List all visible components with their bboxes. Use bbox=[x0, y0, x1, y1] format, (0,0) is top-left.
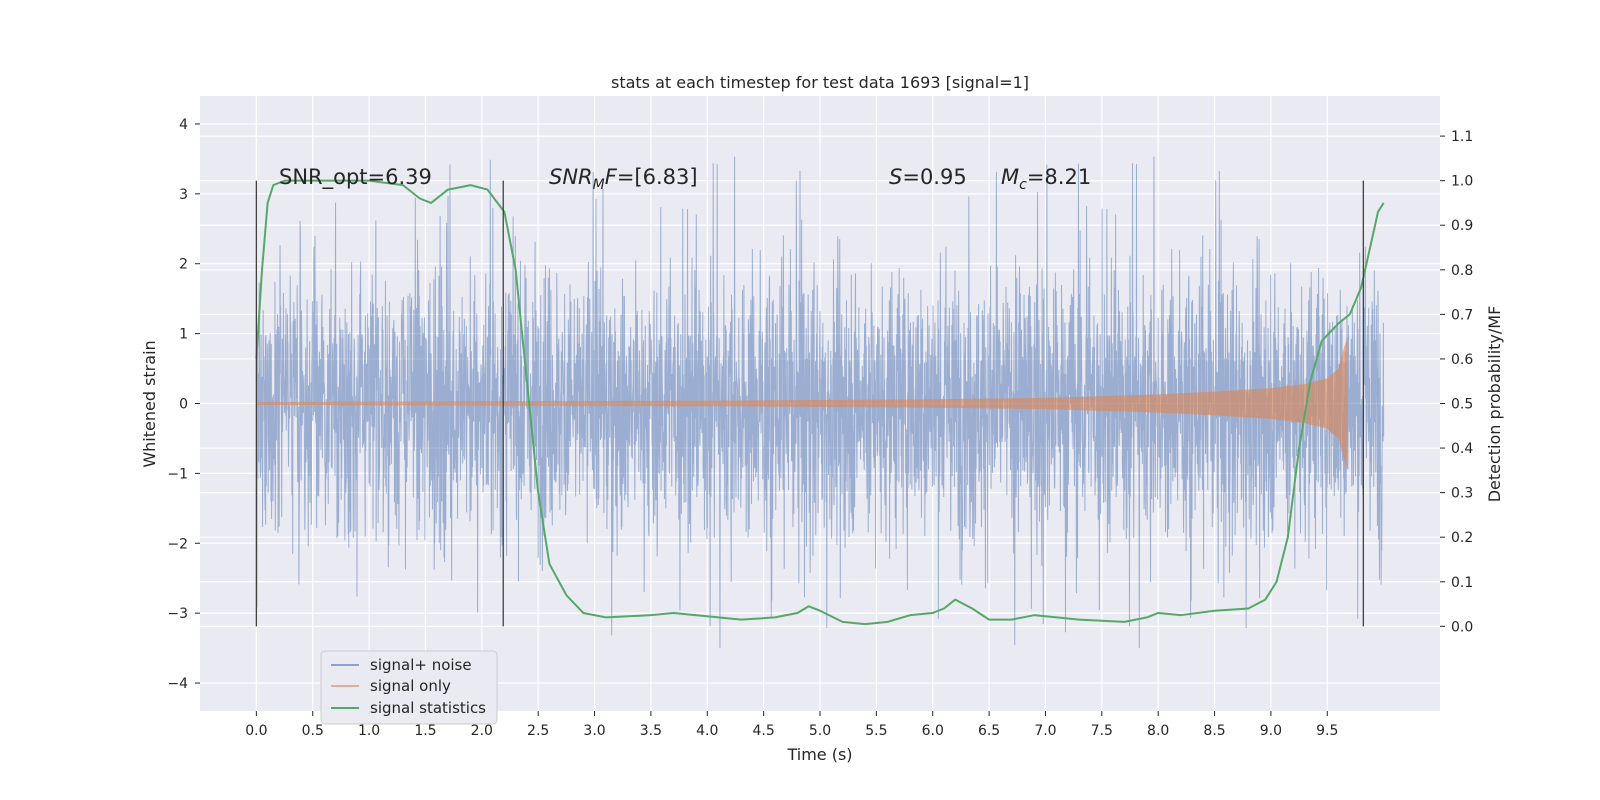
x-tick-label-15: 7.5 bbox=[1091, 723, 1113, 739]
x-tick-label-10: 5.0 bbox=[809, 723, 831, 739]
y-right-tick-label-10: 0.1 bbox=[1451, 575, 1473, 591]
x-tick-label-9: 4.5 bbox=[753, 723, 775, 739]
y-right-tick-label-4: 0.7 bbox=[1451, 307, 1473, 323]
legend-label-signal-statistics: signal statistics bbox=[370, 699, 486, 717]
y-right-tick-label-7: 0.4 bbox=[1451, 441, 1473, 457]
legend-label-signal-noise: signal+ noise bbox=[370, 656, 472, 674]
y-left-tick-label-3: 1 bbox=[179, 327, 188, 343]
signal-only-series bbox=[255, 337, 1349, 469]
y-left-tick-label-6: −2 bbox=[167, 536, 188, 552]
legend: signal+ noise signal only signal statist… bbox=[320, 650, 498, 725]
y-right-tick-label-3: 0.8 bbox=[1451, 263, 1473, 279]
x-axis-ticks: 0.0 0.5 1.0 1.5 2.0 2.5 3.0 3.5 4.0 4.5 5.0 5.5 6.0 6… bbox=[245, 711, 1338, 739]
chart-title: stats at each timestep for test data 169… bbox=[611, 73, 1029, 92]
y-left-tick-label-5: −1 bbox=[167, 466, 188, 482]
annotation-mc: Mc=8.21 bbox=[1001, 165, 1091, 193]
y-right-tick-label-6: 0.5 bbox=[1451, 397, 1473, 413]
y-left-tick-label-4: 0 bbox=[179, 397, 188, 413]
y-left-tick-label-0: 4 bbox=[179, 117, 188, 133]
annotations: SNR_opt=6.39 SNRMF=[6.83] S=0.95 Mc=8.21 bbox=[279, 165, 1091, 193]
signal-only-line bbox=[255, 337, 1349, 469]
x-tick-label-16: 8.0 bbox=[1147, 723, 1169, 739]
vertical-markers bbox=[255, 180, 1364, 627]
x-tick-label-0: 0.0 bbox=[245, 723, 267, 739]
y-right-tick-label-1: 1.0 bbox=[1451, 174, 1473, 190]
x-tick-label-4: 2.0 bbox=[471, 723, 493, 739]
y-right-tick-label-11: 0.0 bbox=[1451, 619, 1473, 635]
x-tick-label-17: 8.5 bbox=[1203, 723, 1225, 739]
x-tick-label-12: 6.0 bbox=[922, 723, 944, 739]
y-right-tick-label-2: 0.9 bbox=[1451, 218, 1473, 234]
signal-statistics-line bbox=[255, 179, 1385, 626]
y-axis-left-ticks: 4 3 2 1 0 −1 −2 −3 −4 bbox=[167, 117, 200, 692]
x-axis-label: Time (s) bbox=[786, 745, 852, 764]
annotation-snr-mf: SNRMF=[6.83] bbox=[549, 165, 698, 193]
y-axis-right-label: Detection probability/MF bbox=[1485, 306, 1504, 503]
x-tick-label-13: 6.5 bbox=[978, 723, 1000, 739]
y-left-tick-label-8: −4 bbox=[167, 676, 188, 692]
annotation-s: S=0.95 bbox=[889, 165, 967, 189]
x-tick-label-14: 7.0 bbox=[1034, 723, 1056, 739]
x-tick-label-19: 9.5 bbox=[1316, 723, 1338, 739]
legend-label-signal-only: signal only bbox=[370, 677, 451, 695]
annotation-snr-opt: SNR_opt=6.39 bbox=[279, 165, 432, 190]
x-tick-label-7: 3.5 bbox=[640, 723, 662, 739]
x-tick-label-6: 3.0 bbox=[583, 723, 605, 739]
x-tick-label-1: 0.5 bbox=[302, 723, 324, 739]
signal-statistics-series bbox=[255, 179, 1385, 626]
x-tick-label-3: 1.5 bbox=[414, 723, 436, 739]
x-tick-label-11: 5.5 bbox=[865, 723, 887, 739]
legend-box bbox=[320, 650, 498, 725]
y-axis-right-ticks: 1.1 1.0 0.9 0.8 0.7 0.6 0.5 0.4 0.3 0.2 0.1 0.0 bbox=[1440, 129, 1473, 635]
y-left-tick-label-1: 3 bbox=[179, 187, 188, 203]
y-axis-left-label: Whitened strain bbox=[140, 340, 159, 467]
signal-noise-line bbox=[255, 156, 1385, 649]
y-right-tick-label-8: 0.3 bbox=[1451, 486, 1473, 502]
x-tick-label-8: 4.0 bbox=[696, 723, 718, 739]
y-left-tick-label-2: 2 bbox=[179, 257, 188, 273]
y-right-tick-label-9: 0.2 bbox=[1451, 530, 1473, 546]
signal-noise-series bbox=[255, 156, 1385, 649]
y-right-tick-label-0: 1.1 bbox=[1451, 129, 1473, 145]
x-tick-label-5: 2.5 bbox=[527, 723, 549, 739]
y-left-tick-label-7: −3 bbox=[167, 606, 188, 622]
x-tick-label-18: 9.0 bbox=[1260, 723, 1282, 739]
y-right-tick-label-5: 0.6 bbox=[1451, 352, 1473, 368]
x-tick-label-2: 1.0 bbox=[358, 723, 380, 739]
